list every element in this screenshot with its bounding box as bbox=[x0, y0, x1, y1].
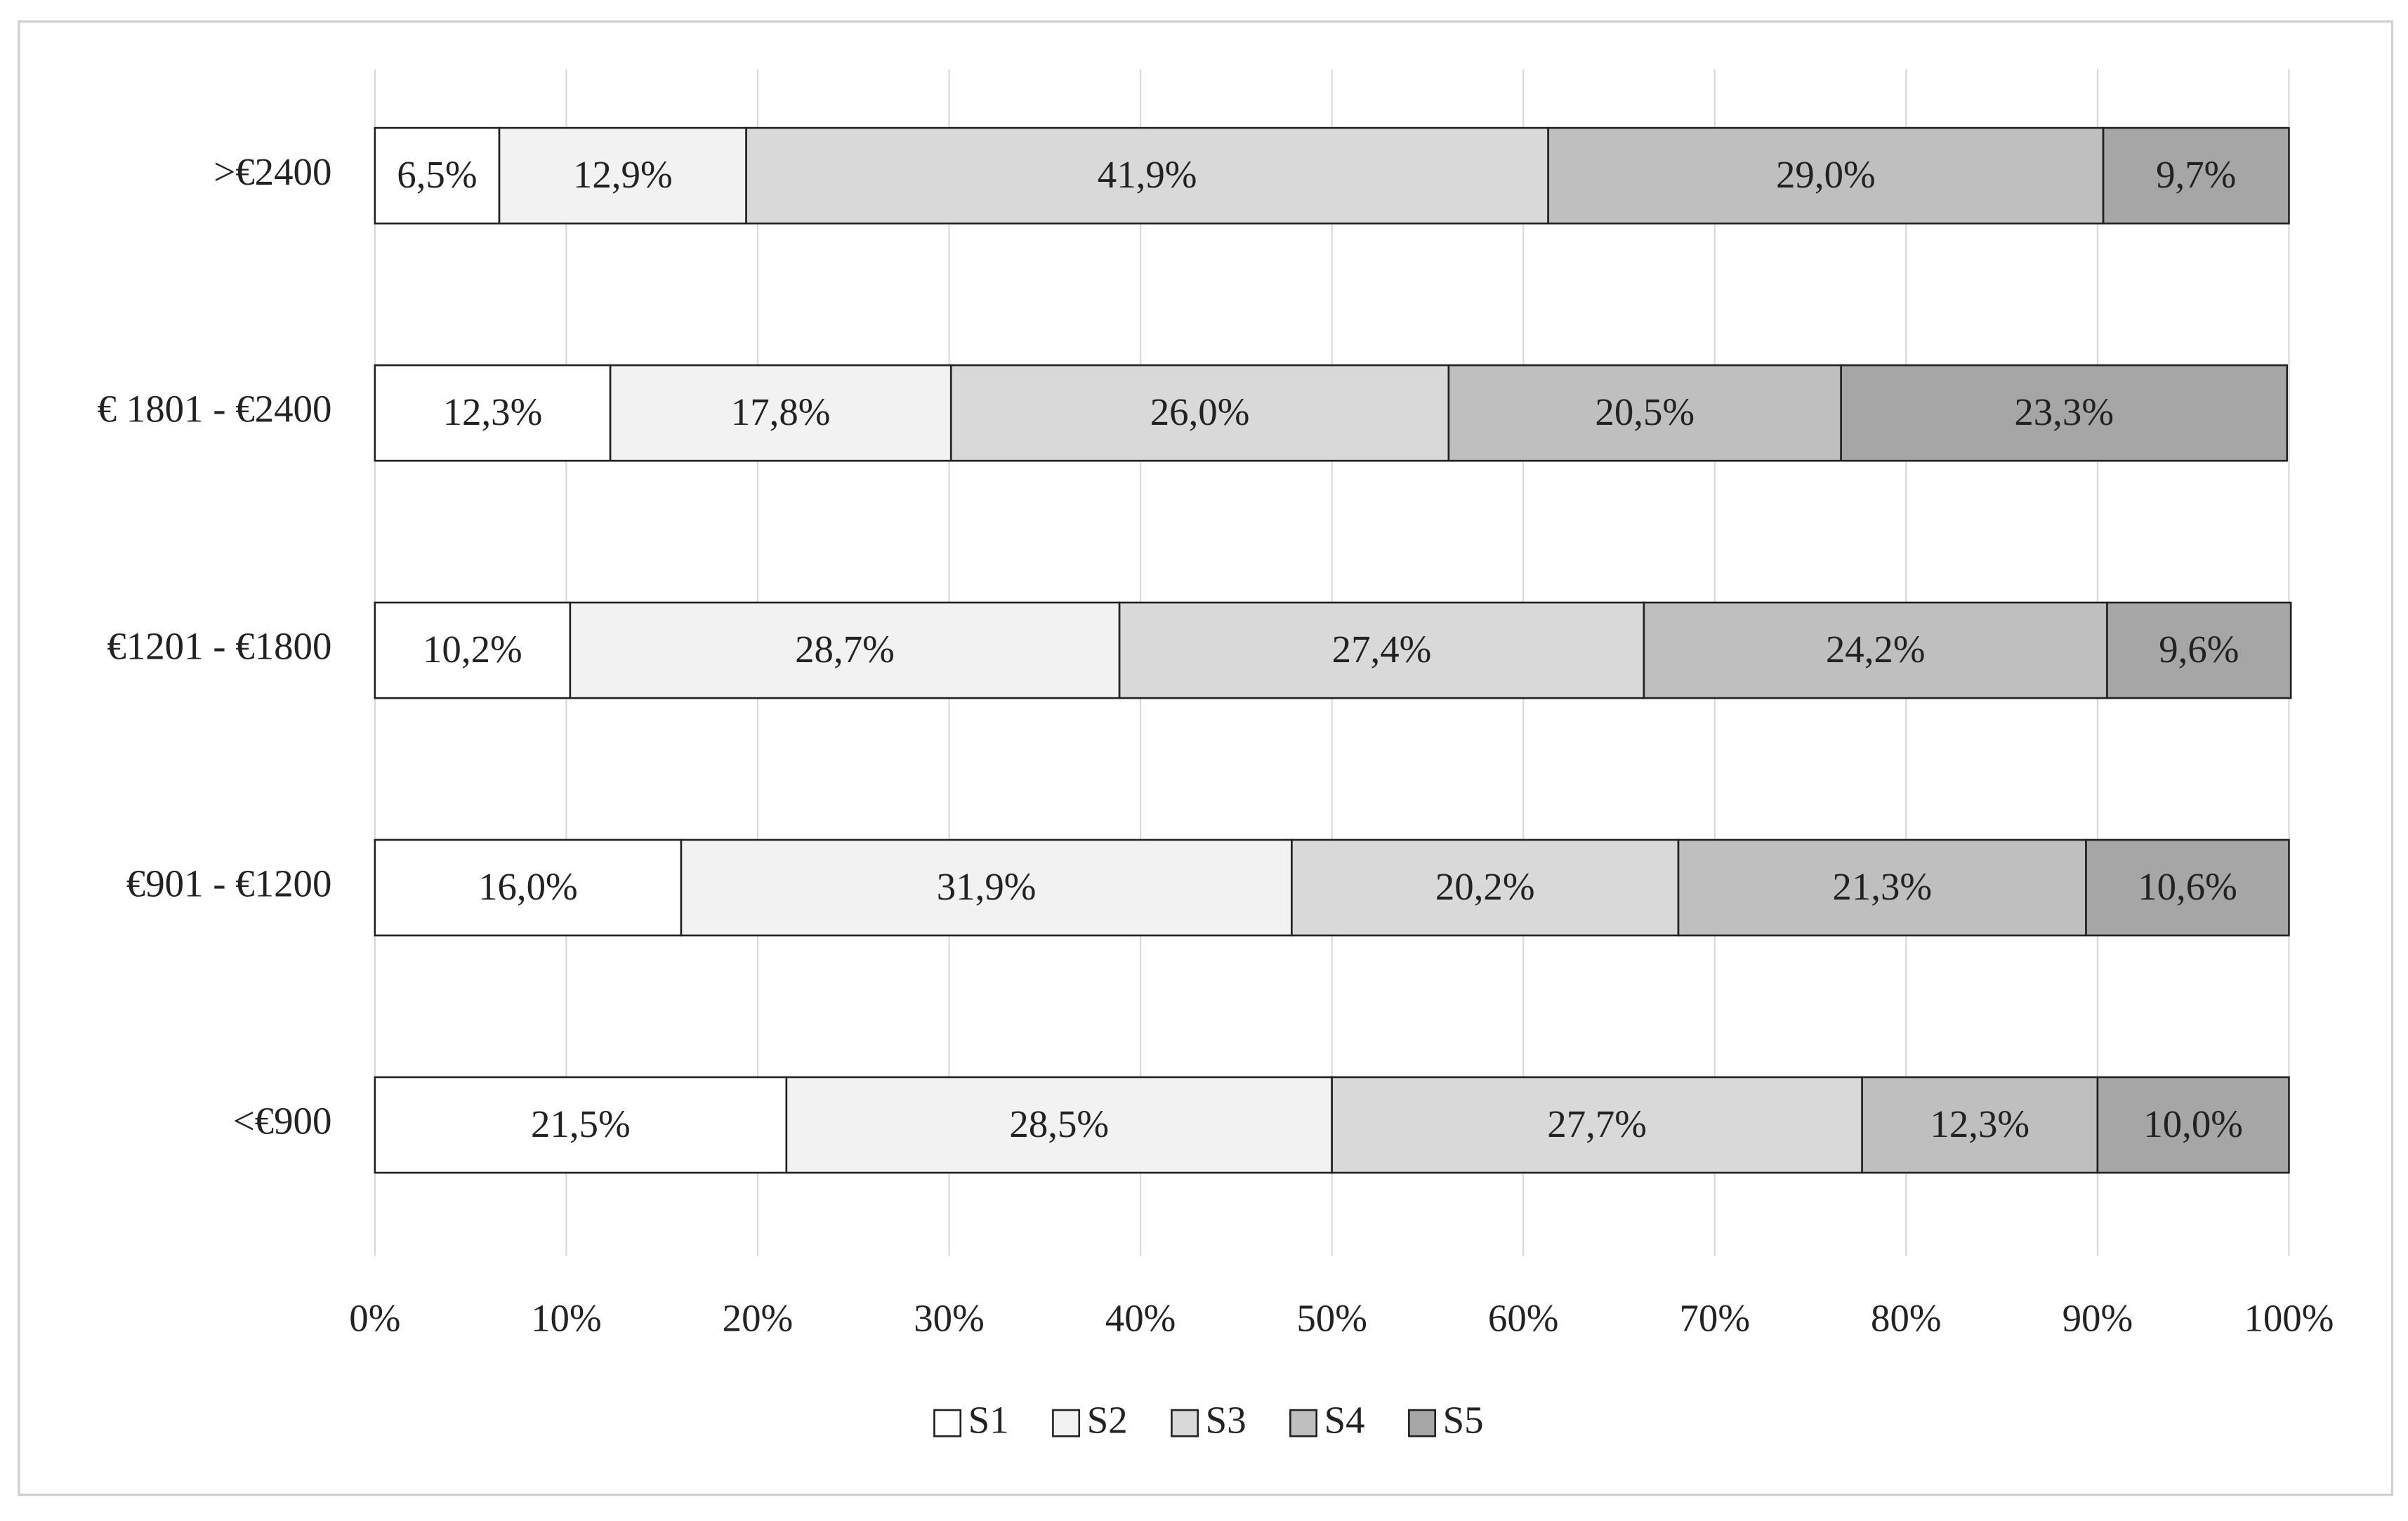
bar-segment bbox=[680, 838, 1293, 937]
x-tick-label: 50% bbox=[1296, 1296, 1367, 1339]
x-tick-label: 0% bbox=[349, 1296, 400, 1339]
bar-segment bbox=[2106, 601, 2292, 699]
value-label: 6,5% bbox=[397, 153, 477, 196]
bar-segment bbox=[949, 364, 1450, 462]
bar-segment bbox=[785, 1076, 1333, 1174]
bar-segment bbox=[1643, 601, 2108, 699]
legend-label: S5 bbox=[1443, 1398, 1484, 1441]
value-label: 20,5% bbox=[1595, 390, 1695, 433]
value-label: 31,9% bbox=[937, 865, 1037, 908]
legend-swatch bbox=[1289, 1409, 1318, 1437]
x-tick-label: 60% bbox=[1488, 1296, 1559, 1339]
bar-segment bbox=[374, 1076, 788, 1174]
bar-segment bbox=[569, 601, 1121, 699]
bar-segment bbox=[1331, 1076, 1863, 1174]
bar-segment bbox=[2102, 126, 2290, 225]
legend-swatch bbox=[1052, 1409, 1081, 1437]
value-label: 20,2% bbox=[1435, 865, 1535, 908]
x-tick-label: 30% bbox=[914, 1296, 985, 1339]
bar-segment bbox=[1677, 838, 2087, 937]
legend-label: S3 bbox=[1206, 1398, 1246, 1441]
value-label: 21,5% bbox=[531, 1102, 631, 1145]
legend-label: S1 bbox=[968, 1398, 1009, 1441]
bar-segment bbox=[2096, 1076, 2290, 1174]
bar-segment bbox=[1547, 126, 2105, 225]
x-tick-label: 100% bbox=[2244, 1296, 2334, 1339]
value-label: 10,0% bbox=[2143, 1102, 2243, 1145]
value-label: 23,3% bbox=[2014, 390, 2114, 433]
y-tick-label: €1201 - €1800 bbox=[107, 625, 331, 668]
value-label: 27,4% bbox=[1332, 628, 1432, 671]
bar-segment bbox=[1291, 838, 1680, 937]
value-label: 26,0% bbox=[1150, 390, 1250, 433]
y-tick-label: € 1801 - €2400 bbox=[98, 388, 332, 430]
y-tick-label: <€900 bbox=[233, 1100, 332, 1143]
value-label: 9,7% bbox=[2156, 153, 2236, 196]
bar-segment bbox=[374, 838, 683, 937]
value-label: 28,7% bbox=[795, 628, 895, 671]
value-label: 12,3% bbox=[1930, 1102, 2029, 1145]
bar-segment bbox=[1840, 364, 2289, 462]
value-label: 10,2% bbox=[423, 628, 522, 671]
value-label: 41,9% bbox=[1098, 153, 1197, 196]
value-label: 24,2% bbox=[1826, 628, 1926, 671]
bar-segment bbox=[374, 126, 501, 225]
value-label: 10,6% bbox=[2138, 865, 2237, 908]
value-label: 27,7% bbox=[1547, 1102, 1647, 1145]
value-label: 9,6% bbox=[2159, 628, 2239, 671]
x-tick-label: 80% bbox=[1871, 1296, 1942, 1339]
bar-segment bbox=[2085, 838, 2290, 937]
y-tick-label: >€2400 bbox=[213, 150, 331, 193]
x-tick-label: 20% bbox=[723, 1296, 794, 1339]
x-tick-label: 40% bbox=[1105, 1296, 1176, 1339]
value-label: 12,3% bbox=[443, 390, 543, 433]
y-tick-label: €901 - €1200 bbox=[126, 862, 332, 905]
legend-swatch bbox=[1171, 1409, 1199, 1437]
bar-segment bbox=[374, 601, 572, 699]
legend-label: S2 bbox=[1087, 1398, 1128, 1441]
x-tick-label: 70% bbox=[1679, 1296, 1750, 1339]
legend-label: S4 bbox=[1324, 1398, 1365, 1441]
value-label: 28,5% bbox=[1009, 1102, 1109, 1145]
value-label: 21,3% bbox=[1832, 865, 1932, 908]
bar-segment bbox=[374, 364, 612, 462]
bar-segment bbox=[1861, 1076, 2099, 1174]
bar-segment bbox=[1447, 364, 1842, 462]
x-tick-label: 90% bbox=[2062, 1296, 2133, 1339]
chart-border bbox=[18, 20, 2394, 1496]
legend-swatch bbox=[1408, 1409, 1436, 1437]
value-label: 29,0% bbox=[1776, 153, 1876, 196]
bar-segment bbox=[745, 126, 1549, 225]
value-label: 12,9% bbox=[573, 153, 673, 196]
value-label: 17,8% bbox=[731, 390, 831, 433]
legend-swatch bbox=[933, 1409, 962, 1437]
x-tick-label: 10% bbox=[531, 1296, 602, 1339]
bar-segment bbox=[498, 126, 747, 225]
value-label: 16,0% bbox=[478, 865, 578, 908]
bar-segment bbox=[1118, 601, 1645, 699]
